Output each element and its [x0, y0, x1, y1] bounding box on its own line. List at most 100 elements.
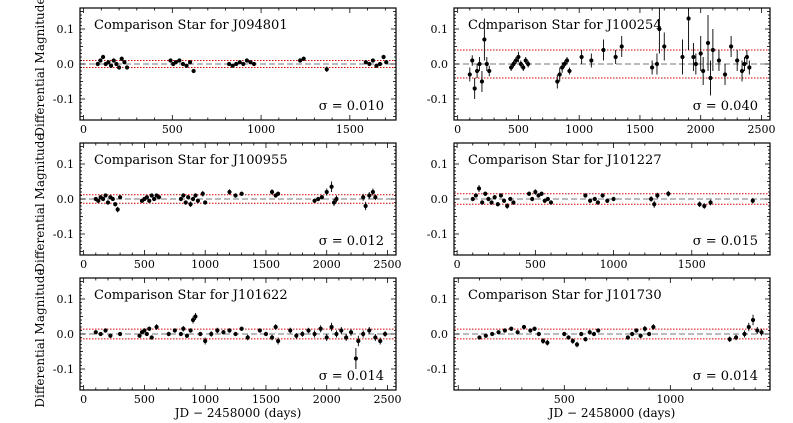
data-point: [381, 54, 386, 60]
y-tick-label: 0.0: [431, 193, 449, 206]
data-point: [651, 324, 656, 330]
data-point: [198, 331, 203, 337]
data-point: [241, 61, 246, 67]
data-point: [655, 193, 660, 198]
data-point: [583, 193, 588, 198]
x-tick-label: 0: [80, 258, 87, 271]
x-tick-label: 1000: [565, 123, 593, 136]
data-point: [93, 330, 98, 335]
data-point: [114, 61, 119, 67]
y-tick-label: 0.0: [57, 193, 75, 206]
data-point: [96, 198, 101, 203]
data-point: [367, 328, 372, 333]
plot-area: [80, 313, 396, 369]
data-point: [701, 68, 706, 74]
data-point: [727, 337, 732, 342]
data-point: [708, 200, 713, 205]
data-point: [95, 61, 100, 67]
data-point: [570, 338, 575, 344]
data-point: [329, 184, 334, 189]
data-point: [227, 189, 232, 195]
data-point: [592, 196, 597, 202]
data-point: [496, 330, 501, 335]
data-point: [147, 326, 152, 331]
data-point: [108, 333, 113, 338]
data-point: [384, 60, 389, 65]
data-point: [476, 186, 482, 191]
y-tick-label: 0.1: [431, 23, 449, 36]
data-point: [363, 203, 368, 209]
y-tick-label: 0.0: [431, 328, 449, 341]
y-tick-label: 0.0: [57, 58, 75, 71]
data-point: [370, 58, 376, 63]
data-point: [269, 335, 275, 340]
y-tick-label: -0.1: [427, 363, 448, 376]
data-point: [705, 40, 711, 46]
data-point: [203, 338, 208, 344]
data-point: [557, 72, 562, 77]
data-point: [190, 317, 196, 323]
data-point: [533, 189, 538, 195]
data-point: [492, 195, 497, 200]
data-point: [118, 331, 123, 337]
data-point: [103, 193, 108, 198]
data-point: [230, 63, 235, 68]
data-point: [184, 63, 189, 68]
data-point: [739, 68, 745, 74]
x-tick-label: 1500: [252, 258, 280, 271]
data-point: [181, 326, 186, 331]
data-point: [686, 16, 691, 21]
data-point: [625, 335, 631, 340]
x-tick-label: 500: [508, 123, 529, 136]
y-axis-label-bottom: Differential Magnitude: [33, 268, 47, 407]
panel-title: Comparison Star for J100955: [94, 153, 288, 168]
sigma-label: σ = 0.010: [319, 99, 384, 114]
data-point: [184, 333, 190, 338]
data-point: [178, 331, 183, 337]
data-point: [587, 330, 592, 335]
data-point: [190, 196, 196, 202]
x-axis-label-right: JD − 2458000 (days): [547, 406, 676, 420]
data-point: [505, 203, 510, 209]
data-point: [324, 189, 329, 195]
data-point: [215, 328, 220, 333]
data-point: [521, 65, 526, 70]
data-point: [233, 331, 238, 337]
data-point: [526, 191, 532, 196]
data-point: [562, 331, 567, 337]
x-tick-label: 1000: [247, 123, 275, 136]
data-point: [746, 324, 751, 330]
data-point: [378, 338, 383, 344]
data-point: [137, 333, 142, 338]
data-point: [566, 335, 571, 340]
data-point: [691, 54, 696, 60]
data-point: [239, 326, 244, 331]
data-point: [652, 202, 657, 207]
data-point: [377, 61, 383, 67]
data-point: [591, 331, 597, 337]
data-point: [237, 60, 242, 65]
data-point: [583, 337, 588, 342]
data-point: [361, 331, 366, 337]
data-point: [105, 200, 111, 205]
data-point: [203, 200, 208, 205]
data-point: [374, 63, 379, 68]
data-point: [755, 328, 760, 333]
x-tick-label: 2000: [313, 258, 341, 271]
data-point: [477, 61, 482, 67]
data-point: [474, 68, 480, 74]
data-point: [276, 338, 281, 344]
y-tick-label: 0.0: [431, 58, 449, 71]
y-tick-label: 0.1: [57, 23, 75, 36]
x-tick-label: 2000: [313, 393, 341, 406]
data-point: [735, 58, 740, 63]
data-point: [747, 65, 752, 70]
data-point: [181, 193, 186, 198]
data-point: [490, 331, 495, 337]
data-point: [759, 330, 764, 335]
data-point: [567, 68, 572, 74]
panel-title: Comparison Star for J100254: [468, 18, 662, 33]
data-point: [173, 60, 178, 65]
data-point: [233, 193, 238, 198]
data-point: [495, 202, 500, 207]
